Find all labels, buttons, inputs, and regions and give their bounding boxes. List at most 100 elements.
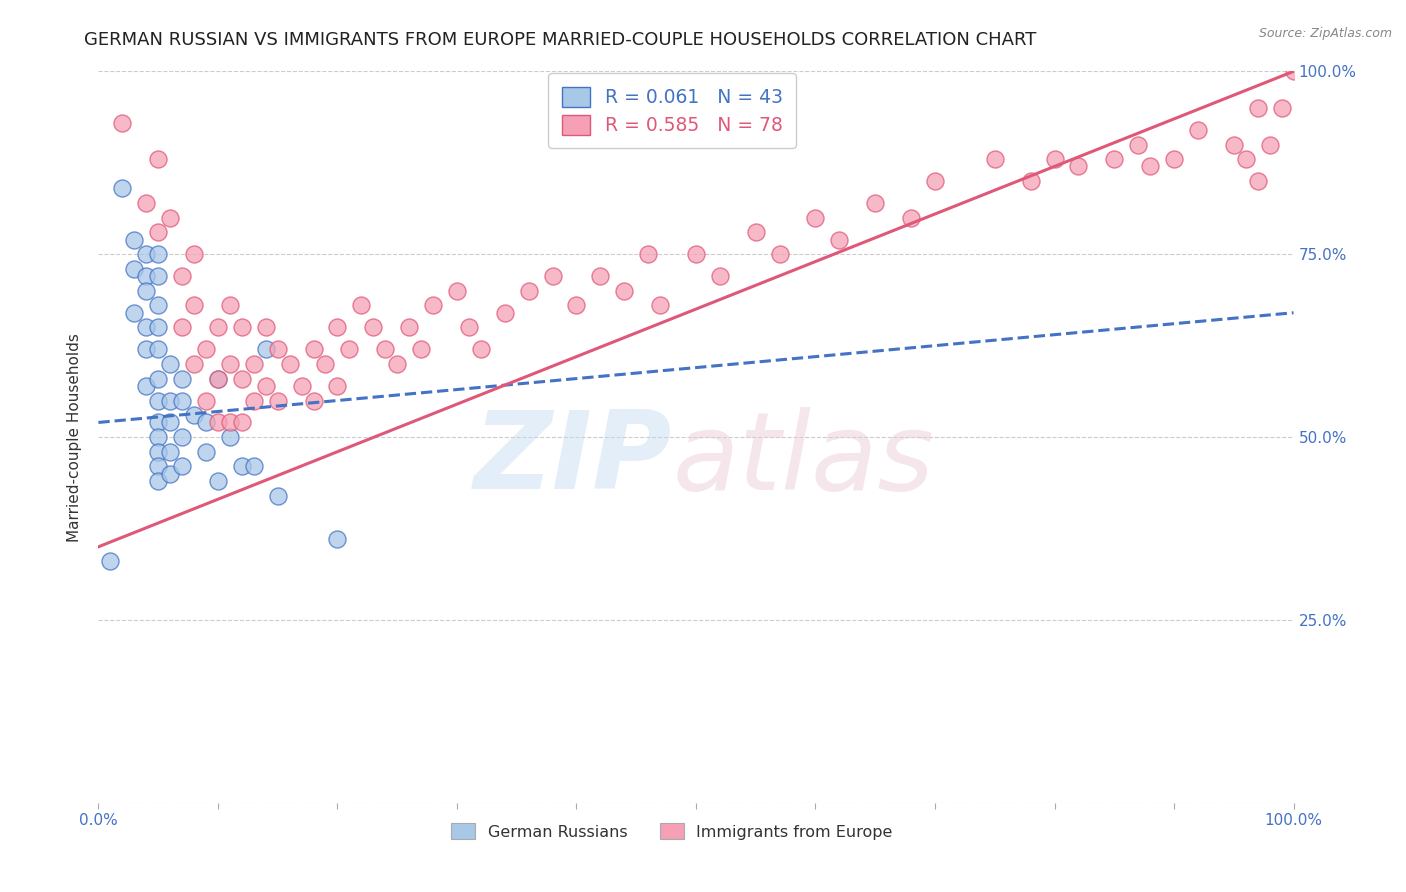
Point	[326, 320, 349, 334]
Point	[219, 416, 242, 430]
Point	[135, 196, 157, 211]
Point	[124, 306, 146, 320]
Point	[183, 408, 205, 422]
Point	[159, 467, 181, 481]
Point	[446, 284, 468, 298]
Point	[458, 320, 481, 334]
Point	[243, 393, 266, 408]
Point	[183, 357, 205, 371]
Point	[422, 298, 444, 312]
Point	[207, 416, 229, 430]
Text: ZIP: ZIP	[474, 406, 672, 512]
Point	[148, 371, 170, 385]
Point	[219, 298, 242, 312]
Point	[172, 320, 194, 334]
Point	[326, 379, 349, 393]
Point	[709, 269, 731, 284]
Point	[148, 393, 170, 408]
Point	[195, 416, 218, 430]
Point	[124, 233, 146, 247]
Point	[1247, 174, 1270, 188]
Point	[207, 371, 229, 385]
Point	[219, 430, 242, 444]
Point	[135, 269, 157, 284]
Point	[195, 393, 218, 408]
Point	[267, 343, 290, 357]
Point	[804, 211, 827, 225]
Point	[148, 225, 170, 239]
Point	[1019, 174, 1042, 188]
Point	[172, 269, 194, 284]
Point	[124, 261, 146, 276]
Y-axis label: Married-couple Households: Married-couple Households	[67, 333, 83, 541]
Point	[589, 269, 612, 284]
Point	[254, 343, 277, 357]
Point	[768, 247, 790, 261]
Point	[1271, 101, 1294, 115]
Point	[637, 247, 659, 261]
Point	[148, 444, 170, 458]
Point	[231, 459, 253, 474]
Point	[1067, 160, 1090, 174]
Point	[302, 393, 325, 408]
Point	[148, 152, 170, 166]
Point	[1139, 160, 1161, 174]
Point	[613, 284, 636, 298]
Point	[231, 416, 253, 430]
Point	[315, 357, 337, 371]
Point	[291, 379, 314, 393]
Point	[135, 343, 157, 357]
Point	[517, 284, 540, 298]
Point	[148, 416, 170, 430]
Point	[267, 393, 290, 408]
Point	[159, 357, 181, 371]
Point	[1247, 101, 1270, 115]
Point	[1128, 137, 1150, 152]
Point	[111, 181, 134, 195]
Point	[685, 247, 707, 261]
Point	[470, 343, 492, 357]
Point	[148, 474, 170, 488]
Point	[148, 430, 170, 444]
Point	[159, 393, 181, 408]
Point	[1282, 64, 1305, 78]
Point	[159, 211, 181, 225]
Point	[865, 196, 887, 211]
Point	[135, 247, 157, 261]
Point	[207, 320, 229, 334]
Point	[494, 306, 516, 320]
Point	[98, 554, 122, 568]
Point	[111, 115, 134, 129]
Point	[148, 343, 170, 357]
Point	[374, 343, 396, 357]
Point	[183, 247, 205, 261]
Point	[350, 298, 373, 312]
Point	[172, 371, 194, 385]
Point	[183, 298, 205, 312]
Point	[172, 430, 194, 444]
Point	[267, 489, 290, 503]
Point	[278, 357, 301, 371]
Point	[159, 416, 181, 430]
Point	[302, 343, 325, 357]
Point	[828, 233, 851, 247]
Point	[1104, 152, 1126, 166]
Point	[207, 474, 229, 488]
Point	[135, 284, 157, 298]
Point	[148, 320, 170, 334]
Point	[541, 269, 564, 284]
Point	[172, 459, 194, 474]
Legend: German Russians, Immigrants from Europe: German Russians, Immigrants from Europe	[444, 817, 900, 846]
Point	[148, 247, 170, 261]
Point	[1187, 123, 1209, 137]
Text: atlas: atlas	[672, 407, 934, 511]
Text: Source: ZipAtlas.com: Source: ZipAtlas.com	[1258, 27, 1392, 40]
Point	[1163, 152, 1185, 166]
Point	[219, 357, 242, 371]
Point	[984, 152, 1007, 166]
Point	[363, 320, 385, 334]
Point	[135, 320, 157, 334]
Point	[565, 298, 588, 312]
Point	[254, 320, 277, 334]
Point	[398, 320, 420, 334]
